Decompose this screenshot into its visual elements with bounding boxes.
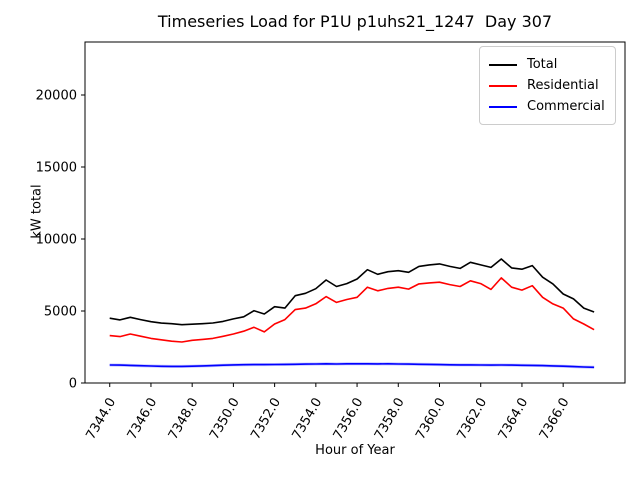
axes-frame	[84, 41, 626, 384]
chart-title-wrap: Timeseries Load for P1U p1uhs21_1247 Day…	[85, 12, 625, 31]
x-tick-label: 7356.0	[331, 396, 367, 443]
x-tick-label: 7366.0	[537, 396, 573, 443]
legend-label: Commercial	[527, 99, 605, 114]
y-tick-label: 0	[69, 377, 77, 392]
total-line	[109, 258, 595, 326]
commercial-line	[109, 362, 595, 369]
y-axis-label: kW total	[29, 184, 45, 239]
legend: Total Residential Commercial	[479, 46, 616, 125]
legend-line-sample	[489, 105, 517, 108]
x-tick-label: 7352.0	[248, 396, 284, 443]
legend-item-residential: Residential	[489, 75, 607, 96]
legend-line-sample	[489, 84, 517, 87]
legend-label: Total	[527, 57, 558, 72]
y-tick-label: 5000	[44, 304, 77, 319]
residential-line	[109, 277, 595, 343]
legend-label: Residential	[527, 78, 599, 93]
y-tick-label: 15000	[36, 160, 77, 175]
x-tick-label: 7358.0	[372, 396, 408, 443]
legend-line-sample	[489, 63, 517, 66]
x-tick-label: 7350.0	[207, 396, 243, 443]
y-tick-label: 20000	[36, 88, 77, 103]
x-tick-label: 7348.0	[166, 396, 202, 443]
x-axis-label: Hour of Year	[315, 443, 395, 458]
x-tick-label: 7346.0	[125, 396, 161, 443]
x-tick-label: 7344.0	[83, 396, 119, 443]
x-tick-label: 7360.0	[413, 396, 449, 443]
legend-item-total: Total	[489, 54, 607, 75]
legend-item-commercial: Commercial	[489, 96, 607, 117]
chart-title: Timeseries Load for P1U p1uhs21_1247 Day…	[157, 12, 553, 31]
y-tick-label: 10000	[36, 232, 77, 247]
x-tick-label: 7364.0	[496, 396, 532, 443]
x-tick-label: 7362.0	[454, 396, 490, 443]
x-tick-label: 7354.0	[290, 396, 326, 443]
